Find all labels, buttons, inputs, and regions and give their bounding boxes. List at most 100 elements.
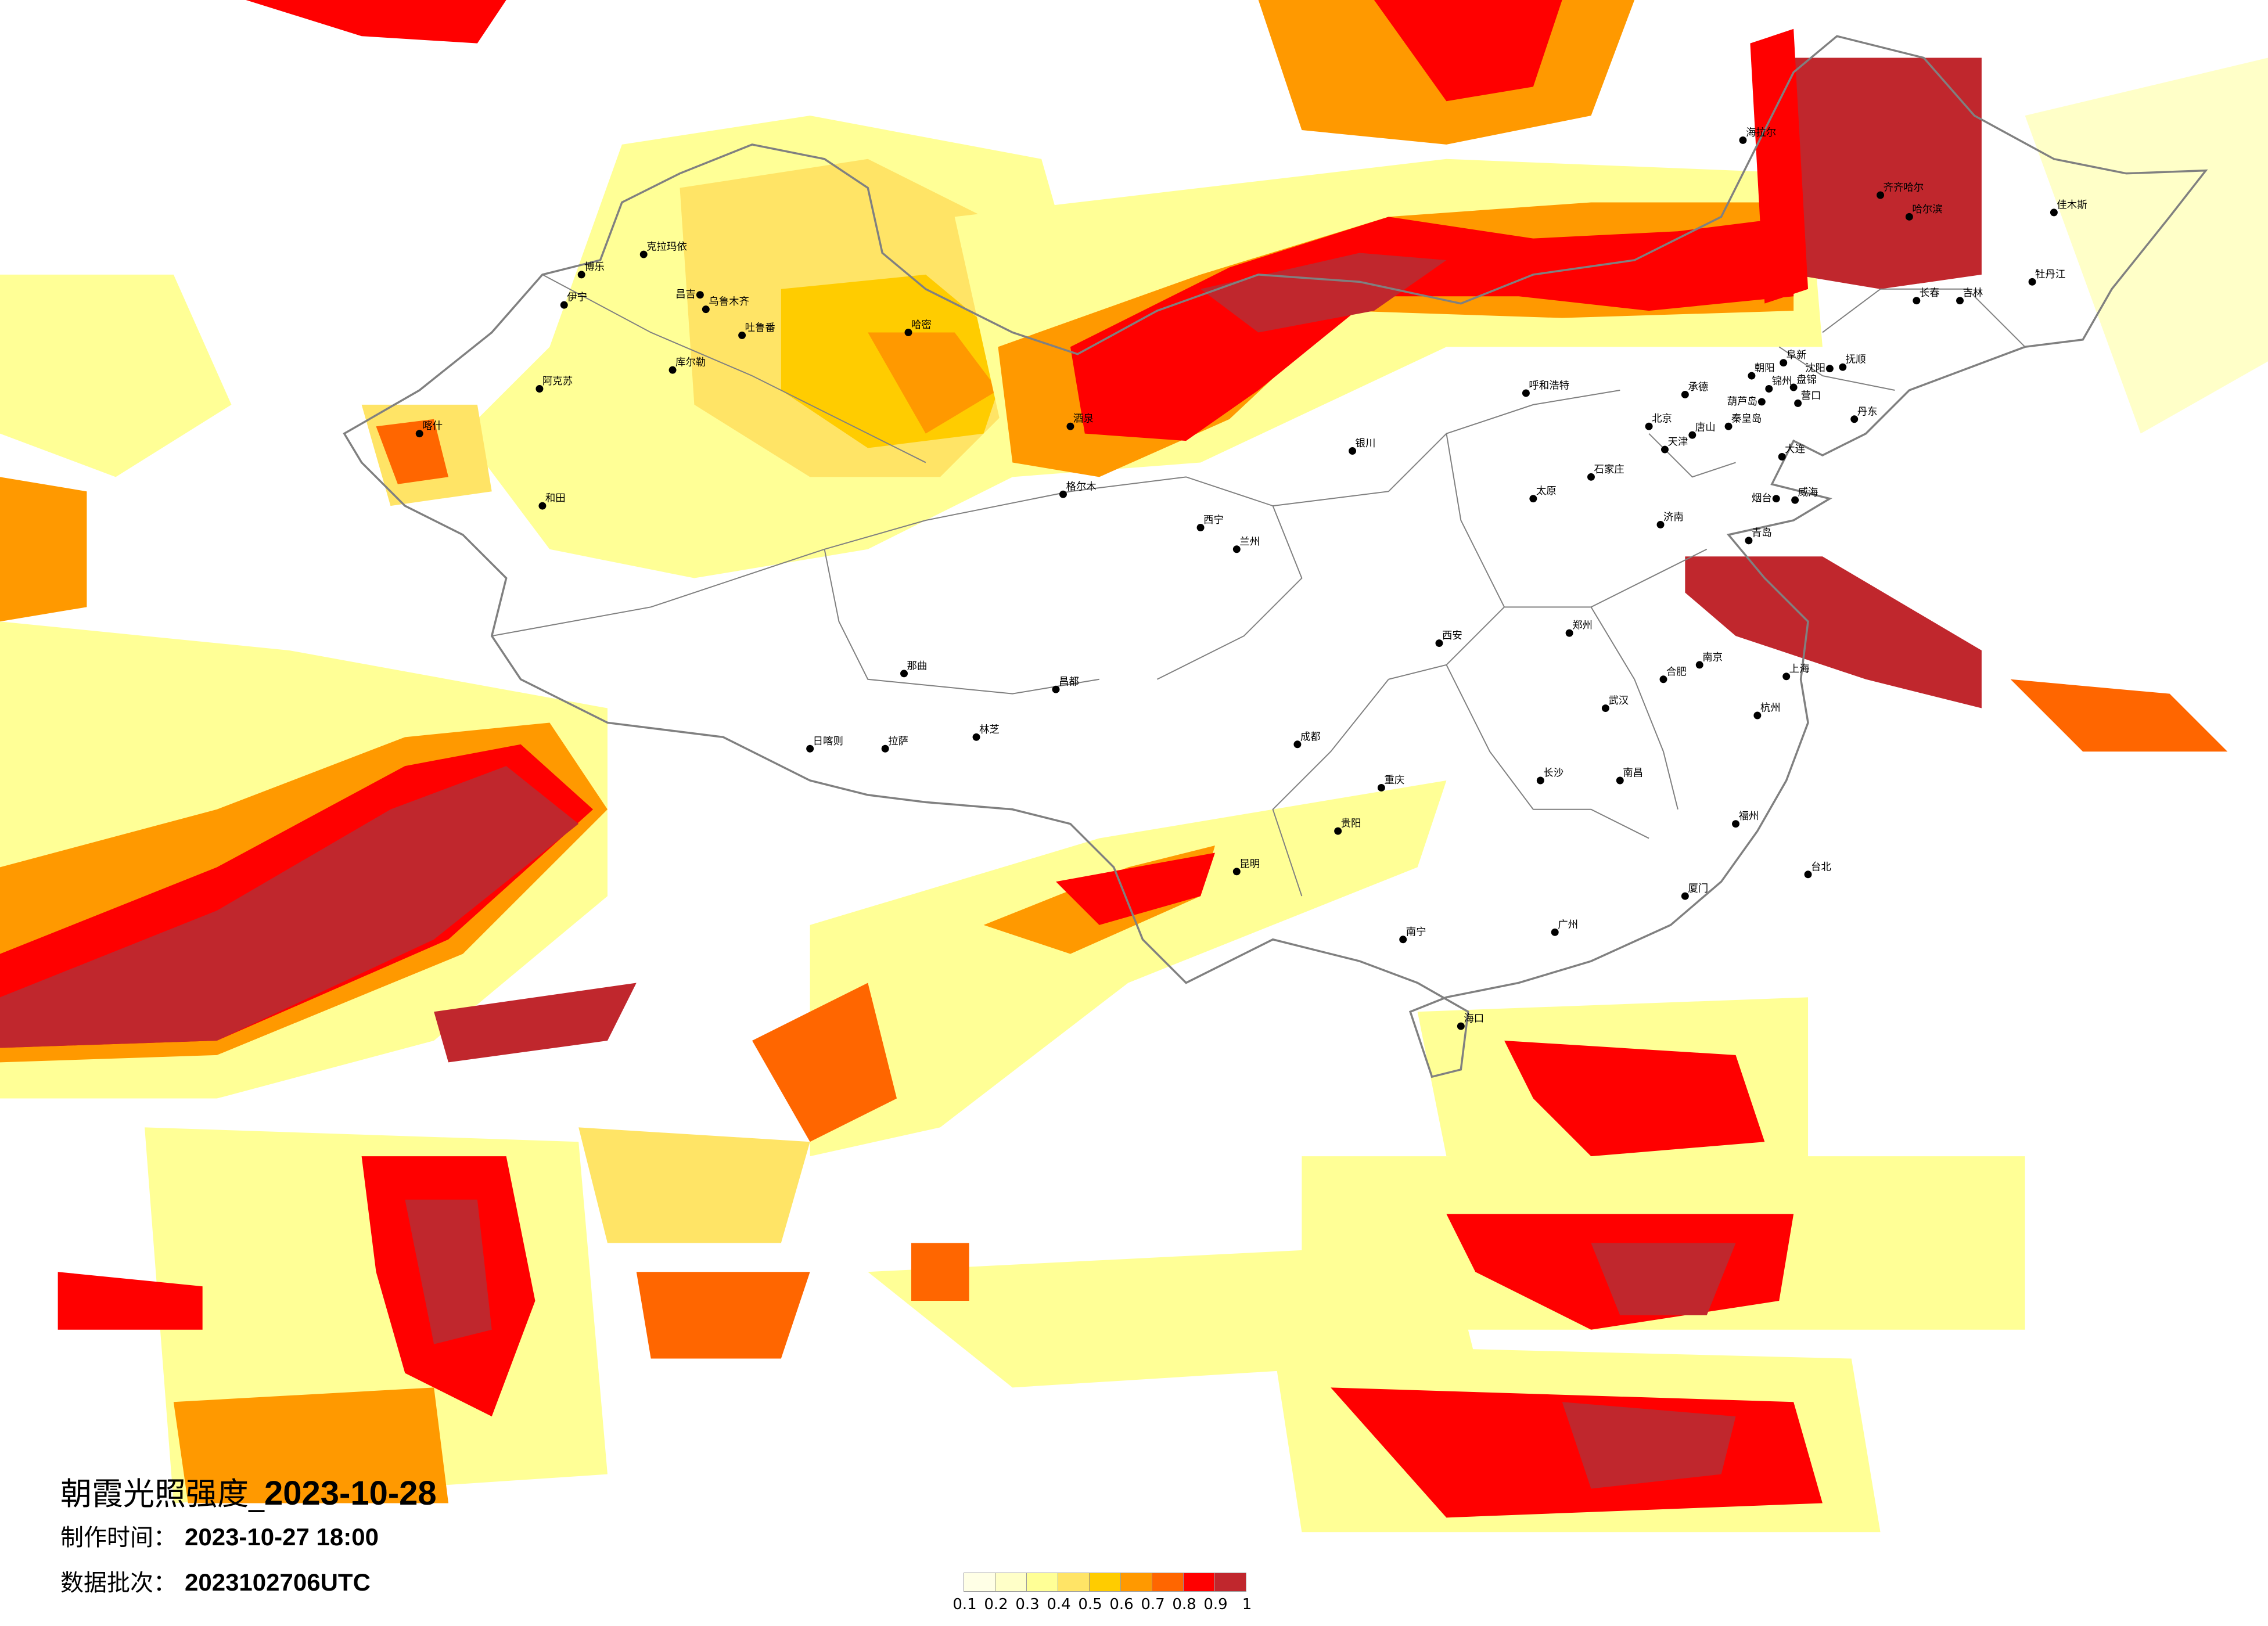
city-label: 那曲 (907, 660, 928, 672)
intensity-region (1504, 1041, 1765, 1157)
city-label: 海拉尔 (1746, 127, 1776, 139)
intensity-region (868, 332, 998, 434)
city-dot (1681, 892, 1689, 900)
city-marker: 格尔木 (1059, 481, 1097, 498)
intensity-region (578, 1127, 810, 1243)
city-label: 克拉玛依 (646, 242, 687, 253)
city-dot (1780, 359, 1788, 367)
city-label: 青岛 (1752, 527, 1772, 539)
city-dot (1661, 445, 1669, 454)
city-marker: 烟台 (1752, 493, 1780, 505)
city-marker: 秦皇岛 (1724, 413, 1762, 430)
city-marker: 天津 (1661, 437, 1688, 454)
city-dot (1778, 453, 1786, 461)
city-label: 承德 (1688, 382, 1708, 393)
legend-swatch (1152, 1573, 1184, 1591)
city-dot (1522, 389, 1530, 397)
city-label: 长沙 (1543, 768, 1563, 779)
intensity-region (246, 0, 506, 44)
city-dot (1232, 868, 1241, 876)
city-label: 哈密 (911, 319, 932, 331)
city-label: 朝阳 (1755, 363, 1775, 375)
city-marker: 拉萨 (881, 736, 908, 753)
intensity-region (1562, 1402, 1736, 1489)
city-dot (904, 328, 912, 336)
city-dot (1791, 496, 1799, 504)
city-marker: 银川 (1349, 438, 1375, 455)
city-label: 营口 (1801, 390, 1821, 402)
legend-swatch (1121, 1573, 1152, 1591)
city-dot (1196, 523, 1205, 531)
intensity-region (810, 780, 1447, 1157)
city-marker: 和田 (538, 493, 566, 510)
city-label: 济南 (1663, 512, 1684, 523)
city-dot (1913, 297, 1921, 305)
city-label: 锦州 (1772, 376, 1792, 387)
legend-label: 0.9 (1203, 1596, 1228, 1613)
city-marker: 南宁 (1399, 926, 1426, 944)
city-marker: 海拉尔 (1739, 127, 1776, 144)
city-marker: 酒泉 (1066, 413, 1094, 430)
city-dot (1956, 297, 1964, 305)
city-label: 哈尔滨 (1912, 204, 1942, 215)
city-dot (696, 291, 704, 299)
city-label: 唐山 (1695, 422, 1716, 434)
city-dot (1565, 629, 1573, 637)
city-marker: 库尔勒 (668, 357, 706, 374)
city-label: 威海 (1798, 487, 1818, 499)
city-marker: 青岛 (1745, 527, 1772, 545)
city-dot (1732, 820, 1739, 828)
city-marker: 海口 (1457, 1013, 1484, 1030)
intensity-region (1685, 556, 1982, 708)
city-label: 丹东 (1857, 406, 1878, 418)
city-dot (1782, 672, 1791, 681)
city-marker: 武汉 (1601, 695, 1629, 713)
intensity-region (636, 1272, 810, 1359)
city-marker: 哈尔滨 (1905, 204, 1943, 221)
city-dot (1536, 776, 1544, 785)
city-marker: 吐鲁番 (738, 322, 775, 339)
city-dot (1789, 383, 1798, 391)
intensity-region (1591, 1243, 1736, 1315)
city-marker: 台北 (1804, 861, 1831, 879)
city-dot (806, 744, 814, 753)
city-label: 大连 (1785, 444, 1805, 455)
intensity-region (1056, 852, 1215, 925)
city-label: 银川 (1356, 438, 1376, 449)
city-label: 太原 (1536, 485, 1557, 497)
city-marker: 佳木斯 (2050, 199, 2087, 217)
city-marker: 贵阳 (1334, 818, 1361, 835)
city-label: 福州 (1739, 811, 1759, 822)
city-label: 吉林 (1963, 287, 1983, 299)
city-marker: 杭州 (1753, 703, 1781, 720)
production-time: 制作时间： 2023-10-27 18:00 (60, 1519, 379, 1552)
city-marker: 那曲 (900, 660, 928, 678)
city-marker: 北京 (1645, 413, 1672, 430)
city-marker: 喀什 (415, 420, 443, 438)
city-label: 日喀则 (813, 736, 843, 747)
city-dot (1772, 495, 1780, 503)
city-label: 齐齐哈尔 (1884, 182, 1924, 194)
city-marker: 西安 (1435, 630, 1462, 647)
city-dot (560, 301, 568, 309)
legend-label: 0.4 (1047, 1596, 1071, 1613)
legend-labels: 0.1 0.2 0.3 0.4 0.5 0.6 0.7 0.8 0.9 1 (953, 1596, 1324, 1619)
city-marker: 成都 (1293, 731, 1321, 749)
city-marker: 上海 (1782, 663, 1809, 681)
city-dot (1059, 490, 1067, 498)
city-marker: 牡丹江 (2028, 269, 2065, 286)
city-marker: 锦州 (1765, 376, 1792, 393)
city-label: 烟台 (1752, 493, 1772, 505)
city-dot (1349, 447, 1357, 455)
city-dot (1066, 422, 1074, 430)
city-marker: 丹东 (1850, 406, 1878, 423)
city-label: 抚顺 (1846, 354, 1866, 366)
city-marker: 厦门 (1681, 883, 1708, 900)
city-label: 石家庄 (1594, 464, 1624, 476)
intensity-region (0, 477, 87, 622)
city-dot (900, 670, 908, 678)
city-marker: 昌都 (1052, 677, 1079, 693)
city-marker: 葫芦岛 (1727, 396, 1766, 408)
city-marker: 朝阳 (1748, 363, 1775, 380)
